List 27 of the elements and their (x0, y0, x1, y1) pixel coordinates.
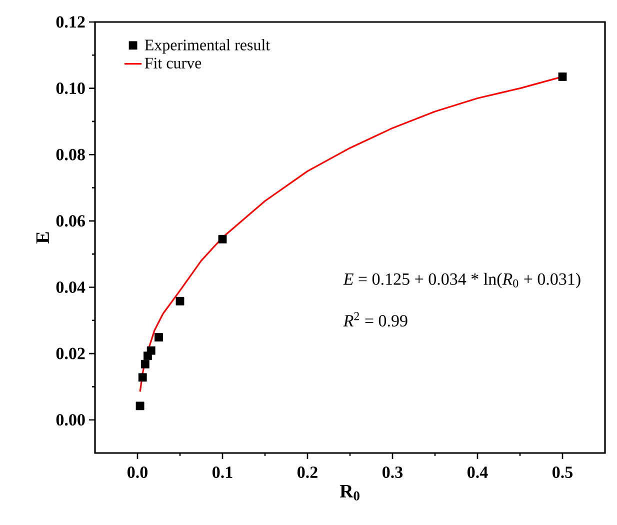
point (218, 234, 227, 244)
x-axis-title: R$_{0}$ (340, 484, 360, 500)
annotation: R$^{2}$ = 0.99 (343, 312, 408, 327)
annotation: E = 0.125 + 0.034 * ln(R$_{0}$ + 0.031) (343, 272, 580, 288)
point (136, 402, 144, 410)
y-tick-label: 0.04 (56, 281, 86, 293)
legend-label: Experimental result (144, 39, 270, 54)
x-tick-label: 0.2 (298, 466, 318, 478)
y-axis-title: E (36, 232, 49, 244)
point (154, 333, 163, 342)
point (558, 72, 567, 81)
y-tick-label: 0.00 (56, 414, 85, 426)
y-tick-label: 0.02 (56, 348, 85, 360)
point (138, 373, 147, 382)
y-tick-label: 0.06 (56, 215, 85, 227)
x-tick-label: 0.1 (212, 466, 232, 478)
legend-label: Fit curve (144, 58, 202, 68)
point (176, 296, 184, 306)
point (140, 360, 150, 368)
y-tick-label: 0.08 (56, 148, 85, 160)
point (146, 346, 156, 355)
y-tick-label: 0.10 (56, 82, 85, 94)
x-tick-label: 0.3 (382, 466, 403, 478)
x-tick-label: 0.5 (552, 466, 572, 478)
y-tick-label: 0.12 (56, 16, 85, 28)
x-tick-label: 0.0 (128, 466, 148, 478)
x-tick-label: 0.4 (468, 466, 488, 478)
